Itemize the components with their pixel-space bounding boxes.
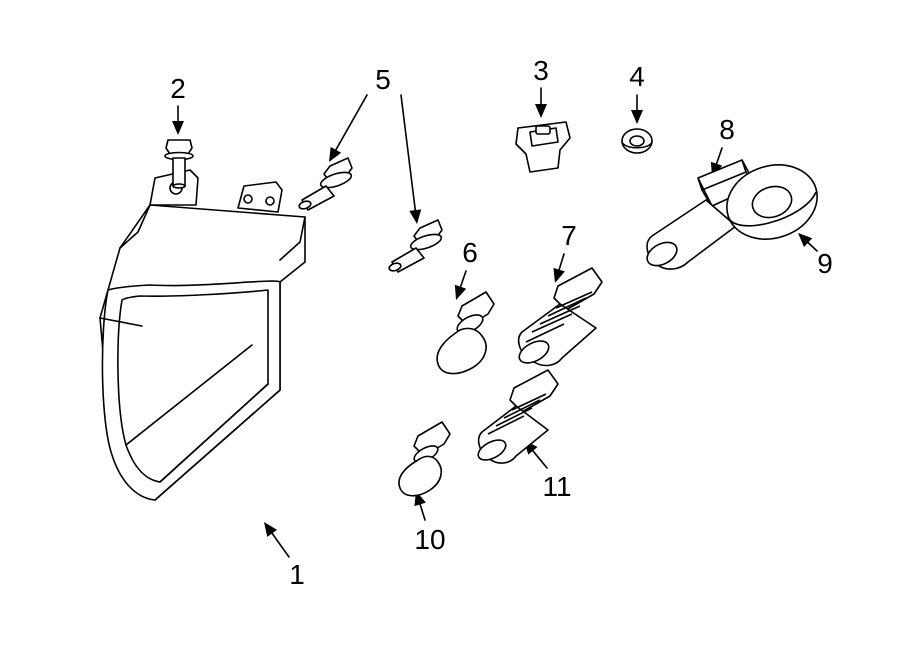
callout-arrow-shaft (336, 95, 367, 150)
callout-label-8: 8 (719, 114, 735, 146)
callout-label-3: 3 (533, 55, 549, 87)
part-1-headlamp-housing (100, 170, 305, 500)
part-3-retainer-clip (516, 122, 570, 172)
diagram-stage: 1 2 3 4 5 6 7 8 9 10 11 (0, 0, 900, 661)
callout-arrow-head (264, 522, 277, 537)
callout-label-11: 11 (542, 471, 571, 503)
callout-arrow-head (553, 268, 564, 283)
callout-label-5: 5 (375, 64, 391, 96)
part-5-bolt-lower (388, 220, 443, 272)
callout-label-4: 4 (629, 61, 645, 93)
callout-label-2: 2 (170, 73, 186, 105)
callout-arrow-shaft (533, 451, 547, 468)
part-11-socket (475, 370, 558, 464)
callout-label-6: 6 (462, 237, 478, 269)
callout-arrow-shaft (401, 95, 415, 210)
callout-arrow-head (409, 209, 421, 224)
callout-arrow-shaft (461, 271, 466, 287)
callout-arrow-shaft (559, 254, 564, 270)
callout-arrow-shaft (420, 504, 425, 520)
part-5-bolt-upper (298, 158, 353, 210)
diagram-svg (0, 0, 900, 661)
callout-label-1: 1 (289, 559, 305, 591)
callout-arrow-head (631, 110, 643, 124)
callout-arrow-head (535, 104, 547, 118)
callout-label-10: 10 (414, 524, 445, 556)
callout-arrow-head (329, 147, 341, 162)
callout-label-9: 9 (817, 248, 833, 280)
part-4-grommet (622, 129, 652, 153)
callout-arrow-head (455, 285, 466, 300)
callout-arrow-shaft (808, 243, 817, 251)
part-6-bulb (437, 292, 494, 374)
callout-label-7: 7 (561, 220, 577, 252)
part-10-bulb (399, 422, 450, 496)
part-7-socket (516, 268, 602, 367)
callout-arrow-shaft (717, 148, 722, 164)
callout-arrow-shaft (272, 533, 289, 557)
callout-arrow-head (172, 121, 184, 135)
